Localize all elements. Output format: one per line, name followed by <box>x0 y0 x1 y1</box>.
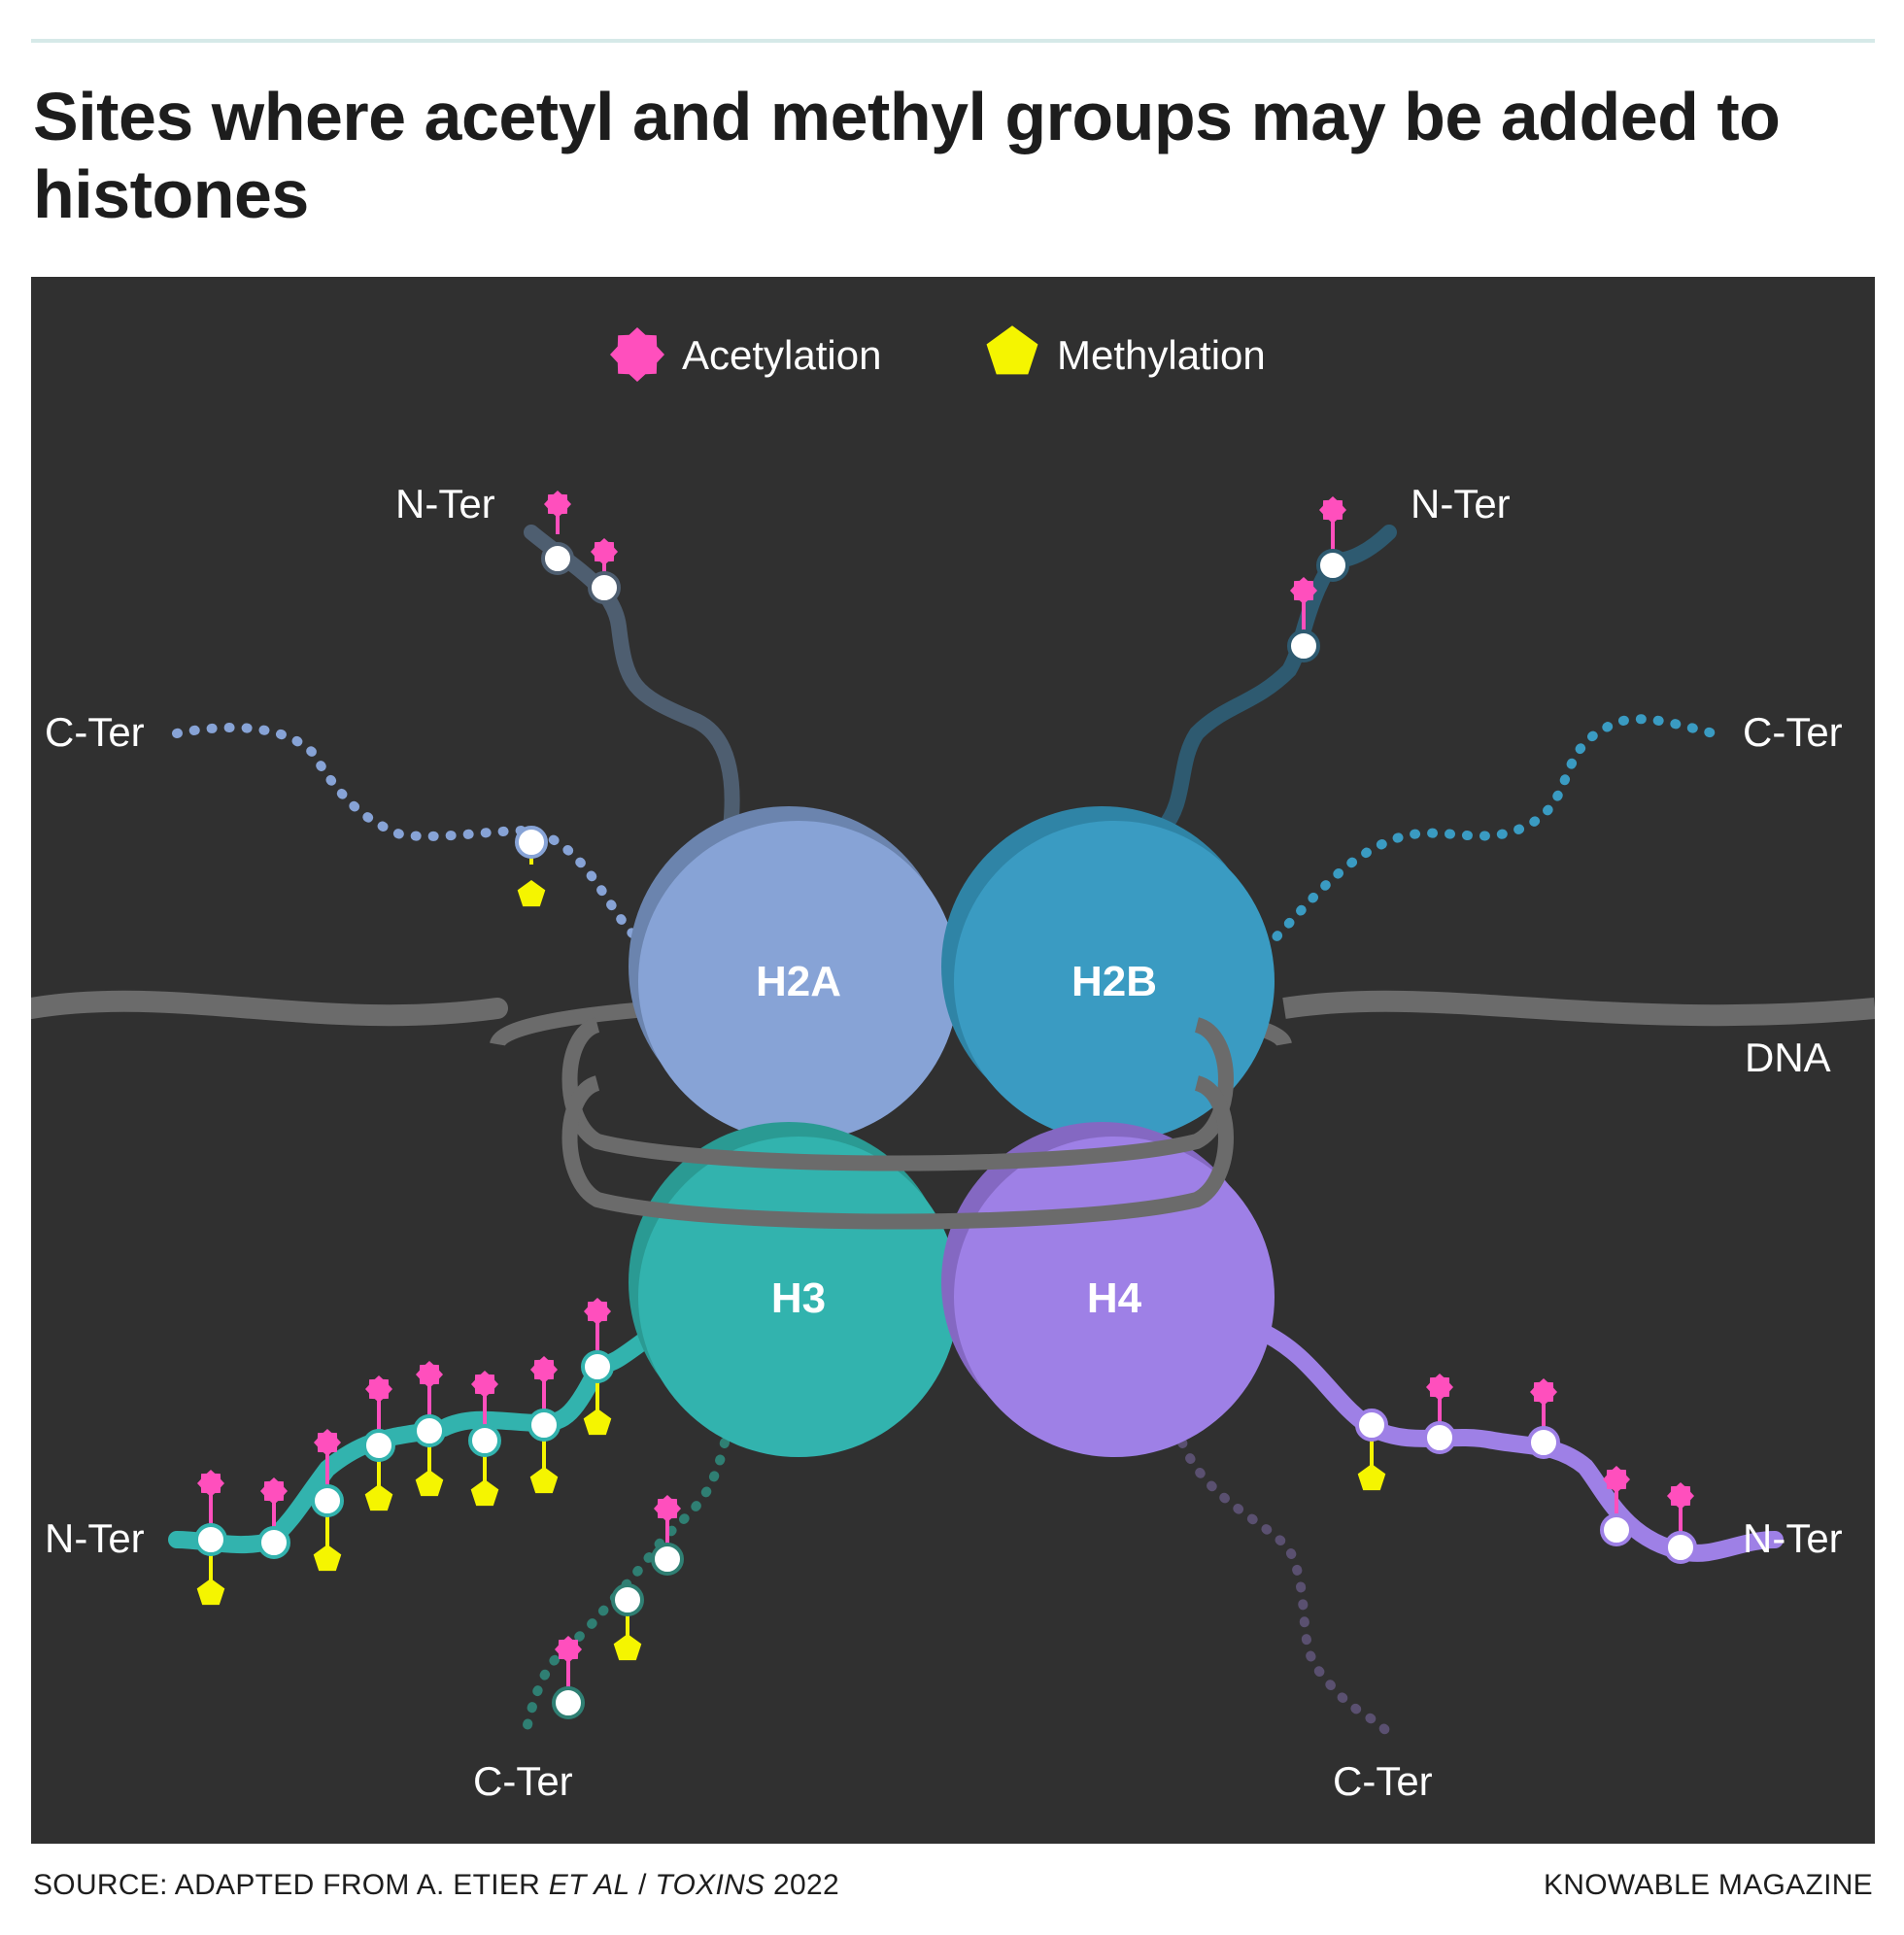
histone-h2b: H2B <box>941 806 1275 1141</box>
h2b-n-ter-label: N-Ter <box>1411 481 1511 526</box>
publisher-credit: KNOWABLE MAGAZINE <box>1543 1869 1873 1901</box>
source-journal: TOXINS <box>655 1869 765 1901</box>
h4-label: H4 <box>1087 1274 1142 1322</box>
h4-n-tail <box>1251 1322 1784 1562</box>
histone-diagram: Acetylation Methylation H2A H2B H3 H4 <box>31 325 1875 1804</box>
acetylation-legend-icon <box>610 327 664 382</box>
methylation-legend-icon <box>986 325 1038 375</box>
histone-h2a: H2A <box>629 806 959 1141</box>
h4-n-ter-label: N-Ter <box>1743 1515 1843 1561</box>
h3-label: H3 <box>771 1274 826 1322</box>
source-separator: / <box>629 1869 656 1901</box>
h2a-label: H2A <box>756 958 841 1005</box>
top-rule <box>31 39 1875 43</box>
h2a-c-tail <box>172 723 658 952</box>
h4-c-tail <box>1177 1438 1391 1736</box>
h4-modification-sites <box>1355 1374 1697 1564</box>
legend-methylation-label: Methylation <box>1057 332 1266 378</box>
h4-c-ter-label: C-Ter <box>1333 1758 1433 1804</box>
source-etal: ET AL <box>548 1869 630 1901</box>
h2a-c-ter-label: C-Ter <box>45 709 145 755</box>
h2a-n-tail <box>524 525 740 836</box>
h2b-label: H2B <box>1071 958 1157 1005</box>
dna-label: DNA <box>1745 1035 1831 1080</box>
h2b-modification-sites <box>1287 496 1349 662</box>
h2b-c-tail <box>1260 714 1726 954</box>
h2b-c-ter-label: C-Ter <box>1743 709 1843 755</box>
h3-modification-sites <box>194 1298 684 1719</box>
source-prefix: SOURCE: ADAPTED FROM A. ETIER <box>33 1869 549 1901</box>
dna-strand-right <box>1282 990 1875 1027</box>
figure-title: Sites where acetyl and methyl groups may… <box>33 79 1781 232</box>
source-credit: SOURCE: ADAPTED FROM A. ETIER ET AL / TO… <box>33 1869 839 1902</box>
h3-c-ter-label: C-Ter <box>473 1758 573 1804</box>
h2a-modification-sites <box>515 491 621 907</box>
dna-strand-left <box>31 990 508 1027</box>
h2a-n-ter-label: N-Ter <box>395 481 495 526</box>
legend: Acetylation Methylation <box>610 325 1266 382</box>
h3-n-ter-label: N-Ter <box>45 1515 145 1561</box>
legend-acetylation-label: Acetylation <box>682 332 881 378</box>
diagram-panel: Acetylation Methylation H2A H2B H3 H4 <box>31 277 1875 1844</box>
dna-loops <box>561 1017 1234 1230</box>
source-year: 2022 <box>765 1869 839 1901</box>
h2b-n-tail <box>1155 525 1397 836</box>
histone-h3: H3 <box>629 1122 959 1457</box>
